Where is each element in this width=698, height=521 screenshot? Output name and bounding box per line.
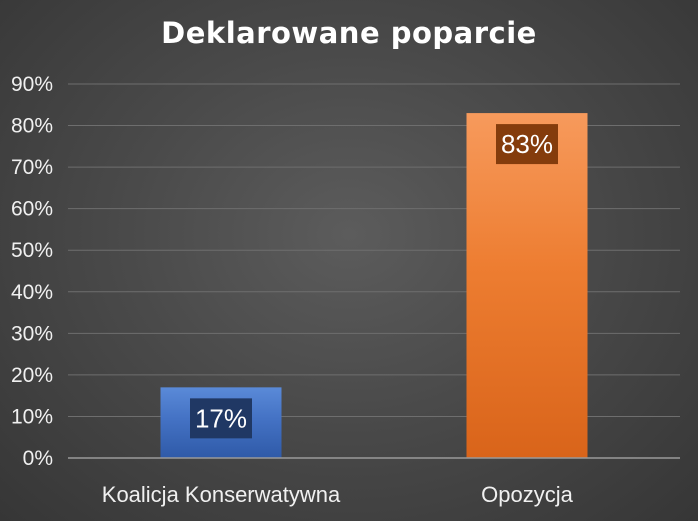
category-labels: Koalicja Konserwatywna Opozycja [102,482,574,507]
chart-title: Deklarowane poparcie [161,16,537,50]
data-label-box [496,124,558,165]
y-tick-label: 50% [11,239,53,262]
y-tick-label: 0% [23,447,53,470]
y-axis-ticks: 0% 10% 20% 30% 40% 50% 60% 70% 80% 90% [11,73,53,470]
y-tick-label: 60% [11,198,53,221]
data-label-box [190,398,252,439]
y-tick-label: 20% [11,364,53,387]
data-labels: 17% 83% [190,124,558,439]
data-label: 17% [195,403,247,433]
category-label: Opozycja [481,482,573,507]
data-label: 83% [501,129,553,159]
y-tick-label: 40% [11,281,53,304]
y-tick-label: 90% [11,73,53,96]
category-label: Koalicja Konserwatywna [102,482,341,507]
y-tick-label: 80% [11,115,53,138]
y-tick-label: 30% [11,322,53,345]
gridlines [68,83,680,417]
y-tick-label: 70% [11,156,53,179]
bar-opozycja [466,113,588,458]
y-tick-label: 10% [11,405,53,428]
